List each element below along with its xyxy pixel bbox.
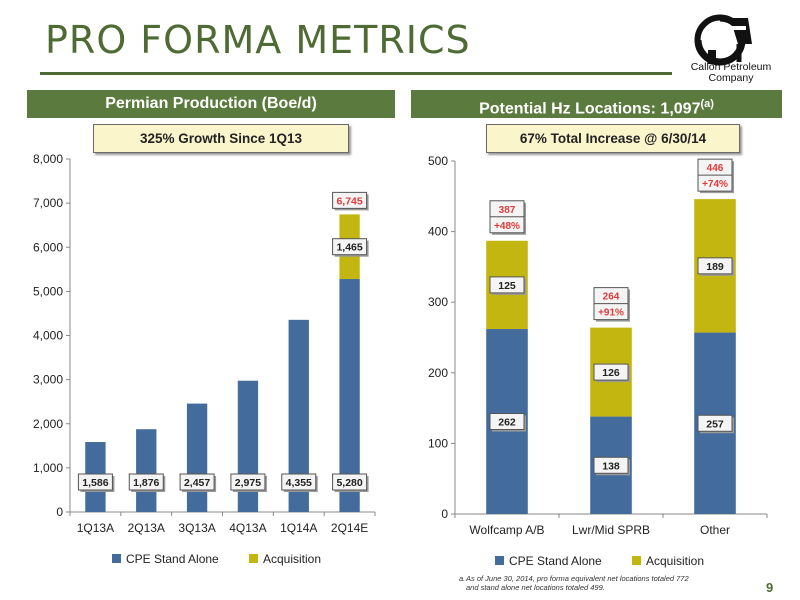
hz-locations-chart: 0 100 200 300 400 500 Wolfcamp A/B 262 125 387 +48… <box>428 154 768 568</box>
x-tick-label: Wolfcamp A/B <box>469 523 544 537</box>
page-number: 9 <box>766 580 774 595</box>
y-tick-label: 400 <box>428 225 448 239</box>
y-tick-label: 1,000 <box>33 461 63 475</box>
total-value-label: 446 <box>707 163 724 174</box>
y-tick-label: 5,000 <box>33 284 63 298</box>
bar-stand-alone <box>237 380 259 512</box>
acquisition-value-label-box <box>697 257 733 275</box>
y-tick-label: 3,000 <box>33 373 63 387</box>
footnote: a. As of June 30, 2014, pro forma equiva… <box>459 574 689 592</box>
right-callout: 67% Total Increase @ 6/30/14 <box>486 124 740 153</box>
stand-alone-value-label-box <box>128 473 164 491</box>
title-rule <box>40 72 672 75</box>
acquisition-value-label: 189 <box>706 261 724 273</box>
stand-alone-value-label: 2,457 <box>184 477 210 489</box>
permian-production-chart: 0 1,000 2,000 3,000 4,000 5,000 6,000 7,000 8,00… <box>33 152 376 566</box>
x-tick-label: 1Q14A <box>280 521 317 535</box>
right-panel-header-text: Potential Hz Locations: 1,097 <box>479 100 701 118</box>
legend-swatch <box>632 556 641 565</box>
footnote-mark: a. <box>459 574 466 583</box>
legend-swatch <box>249 554 258 563</box>
stand-alone-value-label: 5,280 <box>336 477 362 489</box>
logo-text: Callon Petroleum Company <box>672 62 790 84</box>
footnote-line-1: As of June 30, 2014, pro forma equivalen… <box>466 574 689 583</box>
right-panel-header-footnote-mark: (a) <box>700 98 714 110</box>
increase-percent-label: +74% <box>702 179 728 190</box>
x-tick-label: 2Q13A <box>128 521 165 535</box>
total-value-label: 6,745 <box>336 195 362 207</box>
x-tick-label: 4Q13A <box>229 521 266 535</box>
x-tick-label: 2Q14E <box>331 521 368 535</box>
x-tick-label: 1Q13A <box>77 521 114 535</box>
y-tick-label: 100 <box>428 436 448 450</box>
stand-alone-value-label-box <box>230 473 266 491</box>
increase-percent-label: +48% <box>494 221 520 232</box>
y-tick-label: 2,000 <box>33 417 63 431</box>
y-tick-label: 0 <box>441 507 448 521</box>
legend-swatch <box>495 556 504 565</box>
y-tick-label: 500 <box>428 154 448 168</box>
left-callout: 325% Growth Since 1Q13 <box>93 124 349 153</box>
stand-alone-value-label: 2,975 <box>235 477 261 489</box>
bar-stand-alone <box>288 319 309 512</box>
x-tick-label: Other <box>700 523 730 537</box>
acquisition-value-label: 125 <box>498 280 516 292</box>
page-title: PRO FORMA METRICS <box>45 18 471 62</box>
x-tick-label: 3Q13A <box>178 521 215 535</box>
increase-percent-label: +91% <box>598 308 624 319</box>
bar-stand-alone <box>339 279 360 512</box>
total-value-label-box <box>332 191 368 209</box>
total-value-label: 387 <box>499 205 516 216</box>
acquisition-value-label: 126 <box>602 367 620 379</box>
stand-alone-value-label: 262 <box>498 417 516 429</box>
legend-label: Acquisition <box>263 552 321 566</box>
stand-alone-value-label-box <box>332 473 368 491</box>
stand-alone-value-label-box <box>179 473 215 491</box>
left-panel-header-text: Permian Production (Boe/d) <box>105 95 317 112</box>
legend-label: CPE Stand Alone <box>509 554 602 568</box>
stand-alone-value-label-box <box>697 414 733 432</box>
x-tick-label: Lwr/Mid SPRB <box>572 523 650 537</box>
y-tick-label: 4,000 <box>33 329 63 343</box>
acquisition-value-label-box <box>332 238 368 256</box>
bar-stand-alone <box>136 429 157 512</box>
company-logo-icon <box>694 14 752 66</box>
y-tick-label: 8,000 <box>33 152 63 166</box>
stand-alone-value-label-box <box>593 456 629 474</box>
legend-label: Acquisition <box>646 554 704 568</box>
bar-stand-alone <box>186 403 208 512</box>
acquisition-value-label-box <box>489 276 525 294</box>
logo-line-2: Company <box>708 72 754 84</box>
stand-alone-value-label: 1,876 <box>133 477 159 489</box>
stand-alone-value-label-box <box>77 473 113 491</box>
y-tick-label: 300 <box>428 295 448 309</box>
footnote-line-2: and stand alone net locations totaled 49… <box>466 583 605 592</box>
right-panel-header: Potential Hz Locations: 1,097(a) <box>411 90 782 118</box>
stand-alone-value-label-box <box>489 413 525 431</box>
stand-alone-value-label-box <box>281 473 317 491</box>
acquisition-value-label: 1,465 <box>336 242 362 254</box>
acquisition-value-label-box <box>593 363 629 381</box>
y-tick-label: 0 <box>56 505 63 519</box>
stand-alone-value-label: 257 <box>706 418 724 430</box>
logo-line-1: Callon Petroleum <box>690 61 772 73</box>
stand-alone-value-label: 138 <box>602 460 620 472</box>
y-tick-label: 200 <box>428 366 448 380</box>
total-value-label: 264 <box>603 292 620 303</box>
y-tick-label: 7,000 <box>33 196 63 210</box>
y-tick-label: 6,000 <box>33 240 63 254</box>
stand-alone-value-label: 4,355 <box>286 477 312 489</box>
legend-label: CPE Stand Alone <box>126 552 219 566</box>
legend-swatch <box>112 554 121 563</box>
left-panel-header: Permian Production (Boe/d) <box>27 90 395 118</box>
stand-alone-value-label: 1,586 <box>82 477 108 489</box>
